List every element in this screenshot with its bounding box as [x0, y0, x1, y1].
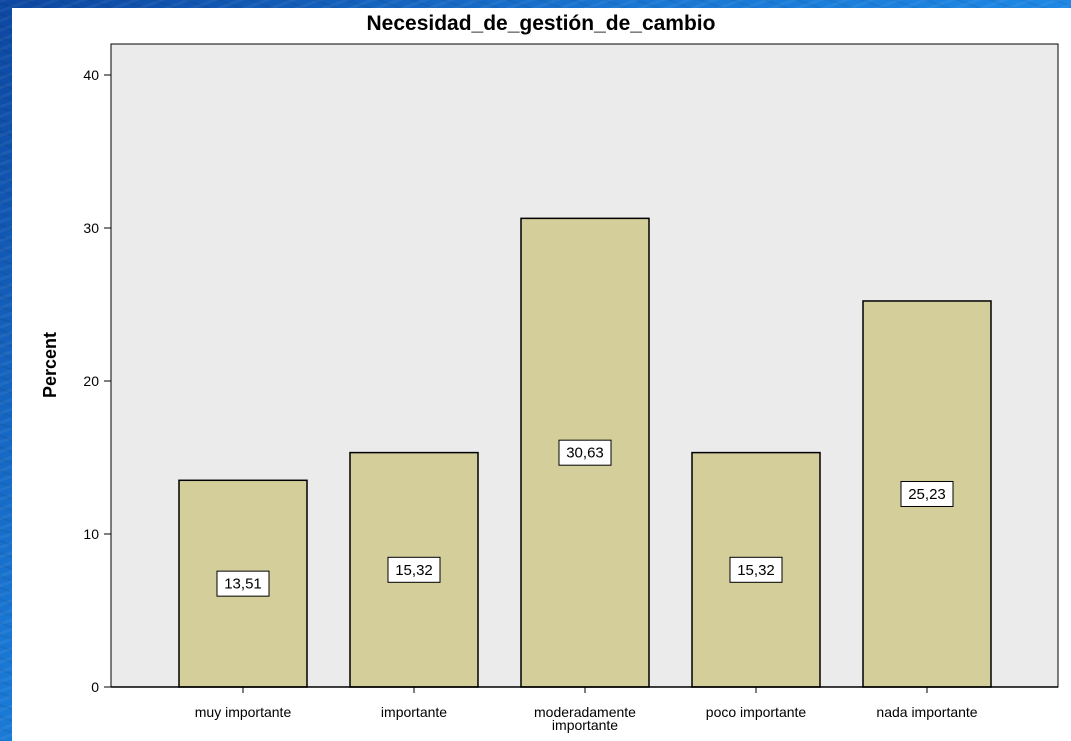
x-tick-label-line: nada importante [876, 704, 977, 720]
x-tick-label: muy importante [195, 704, 292, 720]
y-tick-label: 40 [83, 67, 99, 83]
x-tick-label-line: importante [381, 704, 447, 720]
data-label-box [216, 570, 270, 597]
bars-group: 13,51 15,32 30,63 15,32 25,23 [178, 217, 992, 688]
data-label: 13,51 [224, 576, 262, 593]
x-tick-label-line: poco importante [706, 704, 807, 720]
x-tick-label-line: moderadamente [534, 704, 636, 720]
data-label-box [900, 480, 954, 507]
data-label-box [558, 439, 612, 466]
y-tick-label: 0 [91, 679, 99, 695]
data-label: 15,32 [737, 562, 775, 579]
y-axis-label: Percent [40, 332, 60, 398]
data-label: 30,63 [566, 445, 604, 462]
x-tick-label-line: muy importante [195, 704, 292, 720]
chart-title: Necesidad_de_gestión_de_cambio [367, 12, 716, 35]
x-tick-label: poco importante [706, 704, 807, 720]
y-tick-label: 20 [83, 373, 99, 389]
x-tick-label: importante [381, 704, 447, 720]
x-tick-label: moderadamente importante [534, 704, 636, 733]
x-axis: muy importante importante moderadamente imp… [111, 686, 1058, 733]
data-label-box [729, 556, 783, 583]
data-label: 15,32 [395, 562, 433, 579]
x-tick-label-line: importante [552, 717, 618, 733]
data-label-box [387, 556, 441, 583]
y-axis: 0 10 20 30 40 [83, 67, 111, 695]
data-label: 25,23 [908, 486, 946, 503]
y-tick-label: 10 [83, 526, 99, 542]
y-tick-label: 30 [83, 220, 99, 236]
x-tick-label: nada importante [876, 704, 977, 720]
